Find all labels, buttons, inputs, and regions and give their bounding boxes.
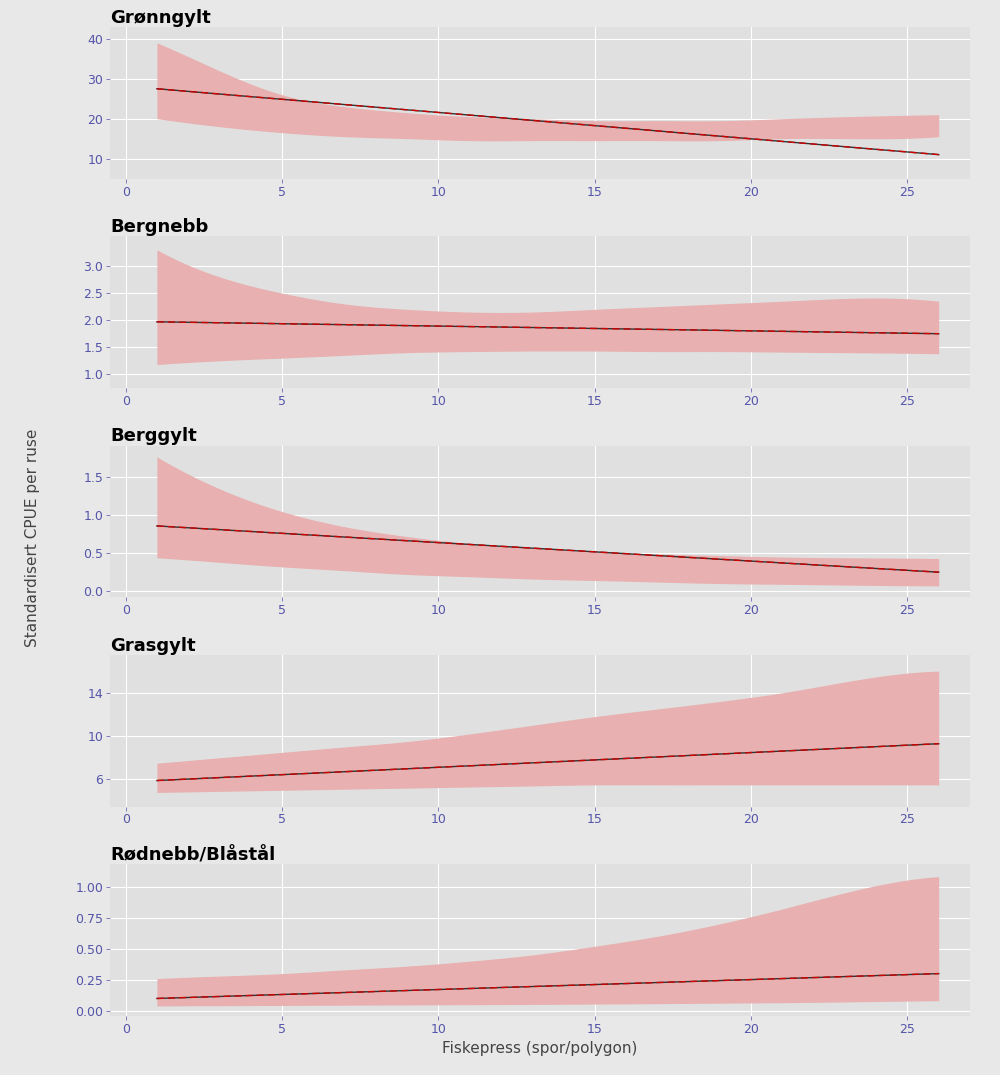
Text: Grasgylt: Grasgylt: [110, 636, 196, 655]
Text: Berggylt: Berggylt: [110, 428, 197, 445]
Text: Standardisert CPUE per ruse: Standardisert CPUE per ruse: [25, 428, 40, 647]
Text: Bergnebb: Bergnebb: [110, 218, 208, 236]
Text: Rødnebb/Blåstål: Rødnebb/Blåstål: [110, 846, 275, 864]
X-axis label: Fiskepress (spor/polygon): Fiskepress (spor/polygon): [442, 1042, 638, 1057]
Text: Grønngylt: Grønngylt: [110, 9, 211, 27]
